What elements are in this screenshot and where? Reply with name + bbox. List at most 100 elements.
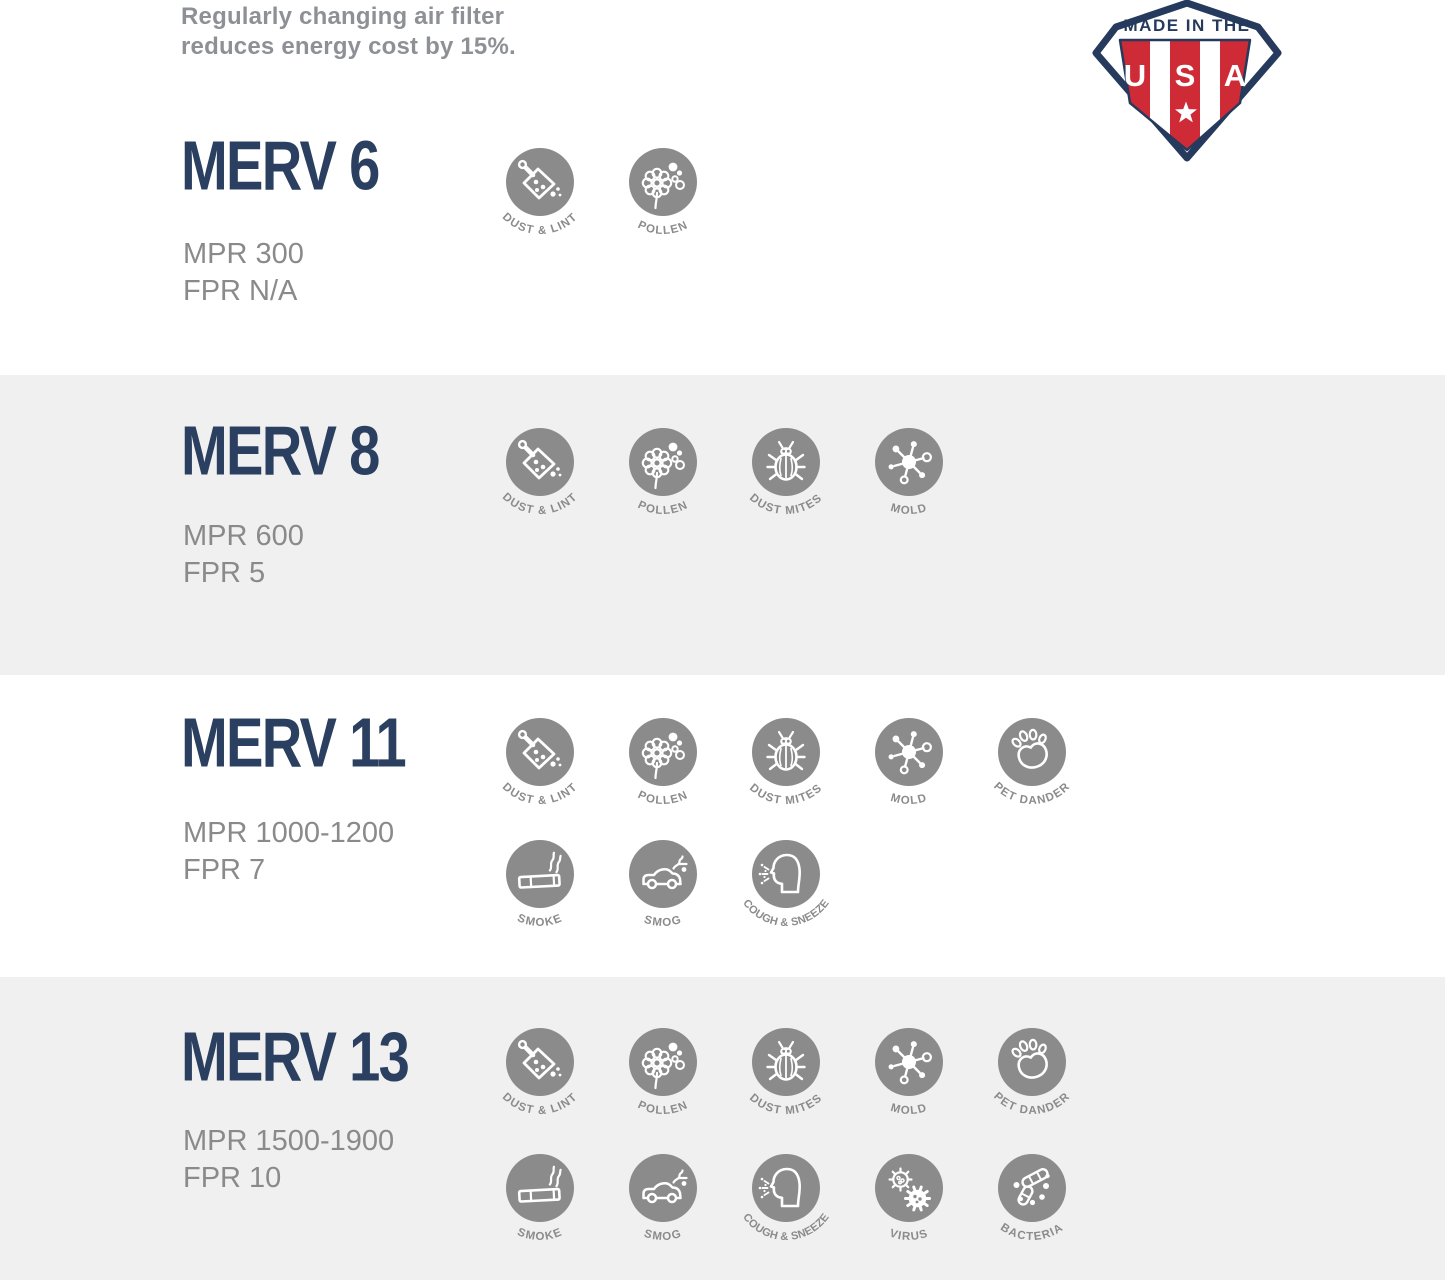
icon-circle: [506, 428, 574, 496]
mold-glyph: [888, 1041, 932, 1085]
dust-lint-glyph: [517, 159, 562, 200]
made-in-usa-badge: MADE IN THE U S A: [1092, 0, 1282, 162]
mpr-value: MPR 600: [183, 520, 304, 552]
icon-circle: [629, 840, 697, 908]
badge-letter-u: U: [1124, 58, 1146, 93]
section-merv-6: MERV 6 MPR 300 FPR N/A DUST & LINT POLLEN: [0, 0, 1445, 375]
smog-glyph: [642, 855, 688, 890]
icon-circle: [998, 1028, 1066, 1096]
badge-letter-s: S: [1175, 58, 1196, 93]
bacteria-icon: BACTERIA: [972, 1150, 1092, 1262]
pollen-icon: POLLEN: [603, 1024, 723, 1136]
dust-mites-glyph: [766, 440, 806, 481]
icon-circle: [629, 1154, 697, 1222]
section-merv-11: MERV 11 MPR 1000-1200 FPR 7 DUST & LINT P…: [0, 675, 1445, 977]
mold-icon: MOLD: [849, 714, 969, 826]
icon-label: POLLEN: [636, 499, 690, 517]
icon-row: DUST & LINT POLLEN DUST MITES MOLD PET DANDE…: [480, 1024, 1092, 1136]
smoke-glyph: [517, 851, 562, 889]
icon-label: POLLEN: [636, 1099, 690, 1117]
icon-row: DUST & LINT POLLEN DUST MITES MOLD: [480, 424, 969, 536]
star-icon: [1175, 101, 1197, 123]
pollen-icon: POLLEN: [603, 424, 723, 536]
mold-icon: MOLD: [849, 1024, 969, 1136]
smog-glyph: [642, 1169, 688, 1204]
rating-stats: MPR 300 FPR N/A: [183, 236, 304, 310]
dust-mites-icon: DUST MITES: [726, 424, 846, 536]
icon-label: POLLEN: [636, 219, 690, 237]
cough-sneeze-glyph: [758, 853, 802, 894]
pollen-icon: POLLEN: [603, 144, 723, 256]
dust-lint-icon: DUST & LINT: [480, 144, 600, 256]
smoke-icon: SMOKE: [480, 836, 600, 948]
icon-label: VIRUS: [888, 1228, 930, 1244]
dust-mites-icon: DUST MITES: [726, 714, 846, 826]
icon-row: DUST & LINT POLLEN DUST MITES MOLD PET DANDE…: [480, 714, 1092, 826]
dust-lint-icon: DUST & LINT: [480, 1024, 600, 1136]
badge-letter-a: A: [1224, 58, 1246, 93]
smog-icon: SMOG: [603, 1150, 723, 1262]
fpr-value: FPR 5: [183, 557, 266, 589]
icon-row: DUST & LINT POLLEN: [480, 144, 723, 256]
cough-sneeze-glyph: [758, 1167, 802, 1208]
dust-lint-glyph: [517, 439, 562, 480]
virus-icon: VIRUS: [849, 1150, 969, 1262]
dust-mites-icon: DUST MITES: [726, 1024, 846, 1136]
dust-lint-icon: DUST & LINT: [480, 714, 600, 826]
rating-stats: MPR 1500-1900 FPR 10: [183, 1123, 394, 1197]
virus-glyph: [888, 1167, 931, 1212]
icon-label: MOLD: [889, 1102, 929, 1117]
dust-mites-glyph: [766, 1040, 806, 1081]
smoke-icon: SMOKE: [480, 1150, 600, 1262]
pet-dander-icon: PET DANDER: [972, 1024, 1092, 1136]
pet-dander-icon: PET DANDER: [972, 714, 1092, 826]
icon-circle: [752, 1154, 820, 1222]
icon-label: POLLEN: [636, 789, 690, 807]
icon-label: MOLD: [889, 502, 929, 517]
mold-glyph: [888, 441, 932, 485]
mpr-value: MPR 1500-1900: [183, 1125, 395, 1157]
pollen-icon: POLLEN: [603, 714, 723, 826]
energy-note: Regularly changing air filter reduces en…: [181, 2, 516, 62]
dust-lint-glyph: [517, 1039, 562, 1080]
cough-sneeze-icon: COUGH & SNEEZE: [726, 1150, 846, 1262]
section-merv-13: MERV 13 MPR 1500-1900 FPR 10 DUST & LINT…: [0, 977, 1445, 1280]
icon-row: SMOKE SMOG COUGH & SNEEZE: [480, 836, 846, 948]
pollen-glyph: [641, 1042, 685, 1090]
badge-banner-text: MADE IN THE: [1124, 16, 1251, 35]
icon-circle: [998, 718, 1066, 786]
smoke-glyph: [517, 1165, 562, 1203]
mold-glyph: [888, 731, 932, 775]
icon-label: SMOKE: [516, 912, 565, 929]
icon-label: SMOG: [643, 914, 684, 929]
mold-icon: MOLD: [849, 424, 969, 536]
rating-stats: MPR 1000-1200 FPR 7: [183, 815, 394, 889]
pollen-glyph: [641, 162, 685, 210]
dust-mites-glyph: [766, 730, 806, 771]
dust-lint-icon: DUST & LINT: [480, 424, 600, 536]
dust-lint-glyph: [517, 729, 562, 770]
smog-icon: SMOG: [603, 836, 723, 948]
icon-label: SMOG: [643, 1228, 684, 1243]
pet-dander-glyph: [1011, 1038, 1048, 1079]
merv-title: MERV 11: [181, 702, 407, 782]
icon-row: SMOKE SMOG COUGH & SNEEZE VIRUS BACTERIA: [480, 1150, 1092, 1262]
note-line-2: reduces energy cost by 15%.: [181, 33, 516, 60]
note-line-1: Regularly changing air filter: [181, 3, 505, 30]
merv-title: MERV 13: [181, 1016, 410, 1096]
icon-circle: [752, 840, 820, 908]
fpr-value: FPR N/A: [183, 275, 298, 307]
icon-label: MOLD: [889, 792, 929, 807]
cough-sneeze-icon: COUGH & SNEEZE: [726, 836, 846, 948]
icon-circle: [506, 718, 574, 786]
merv-title: MERV 6: [181, 125, 380, 205]
fpr-value: FPR 7: [183, 854, 266, 886]
icon-label: SMOKE: [516, 1226, 565, 1243]
fpr-value: FPR 10: [183, 1162, 282, 1194]
mpr-value: MPR 1000-1200: [183, 817, 395, 849]
icon-circle: [506, 1154, 574, 1222]
mpr-value: MPR 300: [183, 238, 304, 270]
pollen-glyph: [641, 732, 685, 780]
pollen-glyph: [641, 442, 685, 490]
